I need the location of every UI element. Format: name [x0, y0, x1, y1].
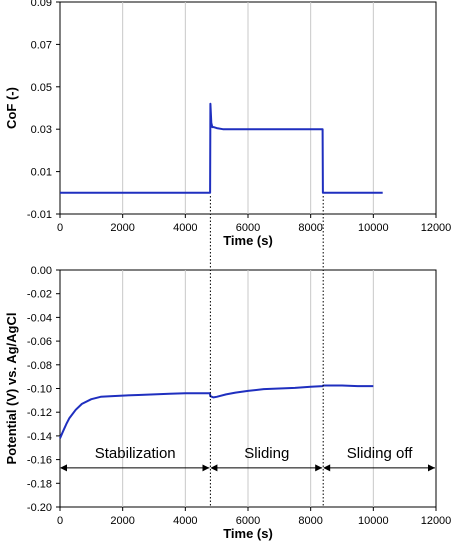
y-tick-label: -0.18	[27, 478, 52, 490]
potential-y-axis-label: Potential (V) vs. Ag/AgCl	[4, 313, 19, 465]
x-tick-label: 8000	[298, 222, 322, 234]
phase-label: Sliding	[244, 445, 289, 462]
y-tick-label: -0.14	[27, 431, 52, 443]
potential-x-axis-label: Time (s)	[223, 526, 273, 541]
cof-y-tick-labels: -0.01 0.01 0.03 0.05 0.07 0.09	[27, 0, 60, 221]
phase-annotations: Stabilization Sliding Sliding off	[60, 445, 435, 472]
y-tick-label: -0.04	[27, 312, 52, 324]
cof-x-tick-labels: 0 2000 4000 6000 8000 10000 12000	[57, 214, 451, 234]
phase-label: Sliding off	[347, 445, 413, 462]
potential-chart: 0 2000 4000 6000 8000 10000 12000 0.00 -0.02 -0.…	[4, 265, 451, 541]
cof-gridlines	[122, 2, 374, 214]
x-tick-label: 12000	[421, 222, 452, 234]
x-tick-label: 6000	[236, 515, 260, 527]
y-tick-label: 0.00	[31, 265, 52, 277]
y-tick-label: 0.03	[31, 124, 52, 136]
phase-divider-lines	[209, 196, 324, 507]
phase-label: Stabilization	[95, 445, 176, 462]
x-tick-label: 6000	[236, 222, 260, 234]
x-tick-label: 10000	[358, 222, 389, 234]
x-tick-label: 12000	[421, 515, 452, 527]
y-tick-label: -0.08	[27, 360, 52, 372]
x-tick-label: 10000	[358, 515, 389, 527]
x-tick-label: 4000	[173, 515, 197, 527]
x-tick-label: 2000	[110, 222, 134, 234]
y-tick-label: 0.09	[31, 0, 52, 9]
cof-chart: 0 2000 4000 6000 8000 10000 12000 -0.01 0.01 0.0…	[4, 0, 451, 248]
x-tick-label: 0	[57, 222, 63, 234]
x-tick-label: 0	[57, 515, 63, 527]
y-tick-label: 0.01	[31, 167, 52, 179]
y-tick-label: -0.10	[27, 384, 52, 396]
y-tick-label: 0.05	[31, 82, 52, 94]
potential-gridlines	[122, 270, 374, 507]
potential-x-tick-labels: 0 2000 4000 6000 8000 10000 12000	[57, 507, 451, 527]
potential-y-tick-labels: 0.00 -0.02 -0.04 -0.06 -0.08 -0.10 -0.12 -0.14 -…	[27, 265, 60, 514]
x-tick-label: 4000	[173, 222, 197, 234]
cof-series-line	[60, 102, 383, 194]
y-tick-label: -0.01	[27, 209, 52, 221]
y-tick-label: -0.12	[27, 407, 52, 419]
y-tick-label: -0.20	[27, 502, 52, 514]
cof-y-axis-label: CoF (-)	[4, 87, 19, 129]
x-tick-label: 8000	[298, 515, 322, 527]
potential-series-line	[59, 384, 374, 439]
cof-x-axis-label: Time (s)	[223, 233, 273, 248]
y-tick-label: -0.02	[27, 289, 52, 301]
y-tick-label: -0.06	[27, 336, 52, 348]
y-tick-label: -0.16	[27, 455, 52, 467]
y-tick-label: 0.07	[31, 39, 52, 51]
x-tick-label: 2000	[110, 515, 134, 527]
